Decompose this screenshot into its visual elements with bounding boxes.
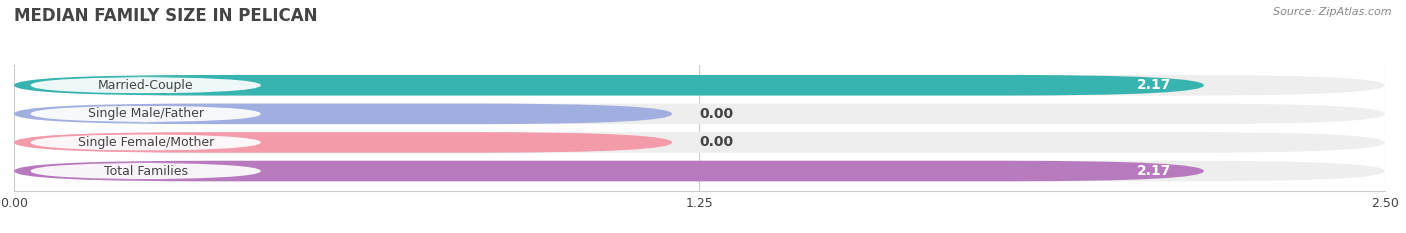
- FancyBboxPatch shape: [14, 132, 672, 153]
- Text: 0.00: 0.00: [700, 135, 734, 149]
- FancyBboxPatch shape: [31, 105, 262, 122]
- FancyBboxPatch shape: [14, 161, 1385, 181]
- Text: MEDIAN FAMILY SIZE IN PELICAN: MEDIAN FAMILY SIZE IN PELICAN: [14, 7, 318, 25]
- FancyBboxPatch shape: [14, 103, 672, 124]
- FancyBboxPatch shape: [31, 134, 262, 151]
- Text: 2.17: 2.17: [1136, 164, 1171, 178]
- FancyBboxPatch shape: [31, 77, 262, 94]
- FancyBboxPatch shape: [31, 163, 262, 179]
- Text: Total Families: Total Families: [104, 164, 187, 178]
- FancyBboxPatch shape: [14, 161, 1204, 181]
- FancyBboxPatch shape: [14, 132, 1385, 153]
- Text: Single Female/Mother: Single Female/Mother: [77, 136, 214, 149]
- Text: Married-Couple: Married-Couple: [98, 79, 194, 92]
- Text: Source: ZipAtlas.com: Source: ZipAtlas.com: [1274, 7, 1392, 17]
- FancyBboxPatch shape: [14, 75, 1385, 96]
- FancyBboxPatch shape: [14, 75, 1204, 96]
- Text: 2.17: 2.17: [1136, 78, 1171, 92]
- Text: 0.00: 0.00: [700, 107, 734, 121]
- FancyBboxPatch shape: [14, 103, 1385, 124]
- Text: Single Male/Father: Single Male/Father: [87, 107, 204, 120]
